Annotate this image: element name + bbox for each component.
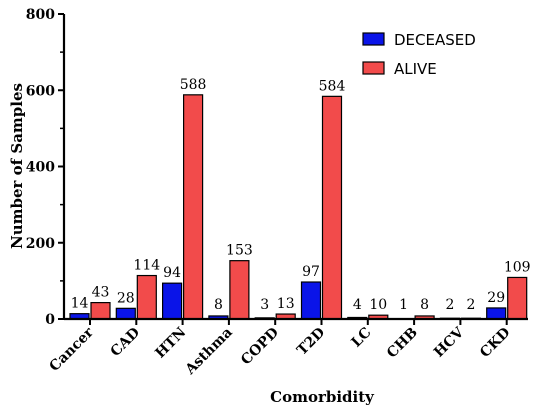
data-label-deceased-t2d: 97 (302, 264, 320, 280)
bar-alive-ckd (507, 276, 528, 320)
y-tick-label-800: 800 (26, 7, 55, 23)
data-label-alive-lc: 10 (369, 297, 387, 313)
data-label-deceased-ckd: 29 (487, 290, 505, 306)
data-label-alive-copd: 13 (277, 296, 295, 312)
bar-deceased-t2d (300, 281, 322, 320)
x-tick-label-t2d: T2D (294, 325, 328, 359)
x-tick-label-chb: CHB (384, 324, 421, 361)
data-label-deceased-hcv: 2 (445, 297, 454, 313)
data-label-alive-chb: 8 (420, 297, 429, 313)
data-label-alive-htn: 588 (180, 77, 207, 93)
legend: DECEASED ALIVE (362, 31, 476, 78)
data-label-deceased-copd: 3 (260, 297, 269, 313)
data-label-alive-asthma: 153 (226, 243, 253, 259)
bar-alive-htn (183, 94, 204, 320)
data-label-alive-cad: 114 (133, 258, 160, 274)
y-tick-label-0: 0 (45, 312, 55, 328)
bar-deceased-htn (162, 282, 183, 320)
x-tick-label-htn: HTN (152, 324, 189, 361)
x-tick-label-ckd: CKD (477, 325, 513, 361)
data-label-alive-ckd: 109 (504, 259, 531, 275)
bar-alive-asthma (229, 260, 250, 320)
bar-alive-cancer (90, 302, 111, 320)
data-label-deceased-chb: 1 (399, 297, 408, 313)
legend-label-alive: ALIVE (394, 60, 437, 78)
y-tick-label-200: 200 (26, 236, 55, 252)
data-label-deceased-lc: 4 (353, 297, 362, 313)
y-axis-title: Number of Samples (8, 83, 26, 249)
y-tick-label-400: 400 (26, 160, 55, 176)
x-tick-label-copd: COPD (238, 325, 282, 369)
bar-deceased-ckd (486, 307, 507, 320)
x-tick-label-asthma: Asthma (182, 325, 236, 379)
data-label-alive-cancer: 43 (92, 285, 110, 301)
bars-layer (69, 94, 528, 320)
y-tick-label-600: 600 (26, 83, 55, 99)
x-tick-label-cancer: Cancer (46, 324, 97, 375)
bar-deceased-cad (115, 307, 136, 320)
x-tick-label-lc: LC (348, 325, 374, 351)
legend-label-deceased: DECEASED (394, 31, 476, 49)
data-label-deceased-cad: 28 (117, 290, 135, 306)
data-label-deceased-cancer: 14 (71, 296, 89, 312)
x-axis-title: Comorbidity (270, 388, 375, 406)
data-label-deceased-htn: 94 (163, 265, 181, 281)
legend-swatch-deceased (362, 32, 385, 46)
data-label-alive-hcv: 2 (466, 297, 475, 313)
legend-swatch-alive (362, 61, 385, 75)
bar-alive-cad (136, 274, 157, 320)
x-tick-label-hcv: HCV (431, 324, 468, 361)
data-label-deceased-asthma: 8 (214, 297, 223, 313)
bar-alive-t2d (321, 95, 343, 320)
data-label-alive-t2d: 584 (319, 78, 346, 94)
x-tick-label-cad: CAD (108, 325, 143, 360)
